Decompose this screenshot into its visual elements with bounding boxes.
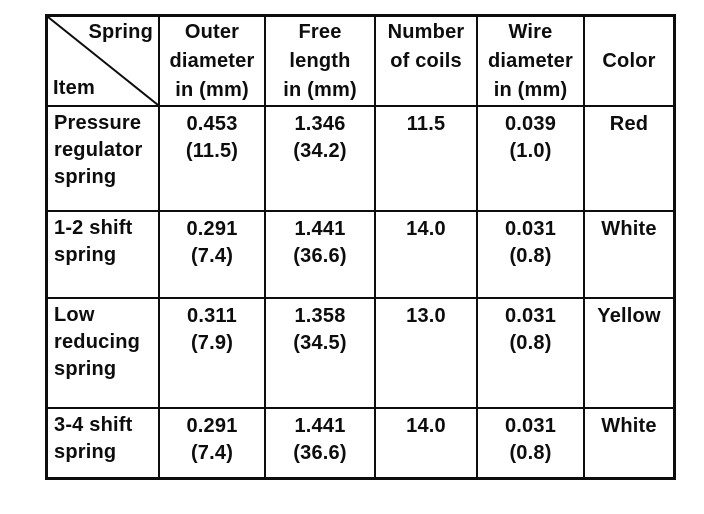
cell-color: Yellow	[585, 299, 673, 409]
cell-free-length: 1.441 (36.6)	[266, 409, 376, 477]
header-cell-wire-diameter: Wire diameter in (mm)	[478, 17, 585, 107]
cell-number-of-coils: 11.5	[376, 107, 478, 212]
cell-item: Pressure regulator spring	[48, 107, 160, 212]
header-cell-outer-diameter: Outer diameter in (mm)	[160, 17, 266, 107]
cell-free-length: 1.346 (34.2)	[266, 107, 376, 212]
cell-number-of-coils: 13.0	[376, 299, 478, 409]
header-label-spring: Spring	[88, 21, 153, 43]
cell-outer-diameter: 0.291 (7.4)	[160, 409, 266, 477]
cell-free-length: 1.441 (36.6)	[266, 212, 376, 299]
cell-wire-diameter: 0.031 (0.8)	[478, 299, 585, 409]
cell-item: Low reducing spring	[48, 299, 160, 409]
cell-outer-diameter: 0.453 (11.5)	[160, 107, 266, 212]
cell-wire-diameter: 0.031 (0.8)	[478, 212, 585, 299]
header-cell-color: Color	[585, 17, 673, 107]
header-cell-number-of-coils: Number of coils	[376, 17, 478, 107]
cell-color: White	[601, 415, 657, 437]
header-label-item: Item	[53, 77, 95, 99]
cell-wire-diameter: 0.031 (0.8)	[478, 409, 585, 477]
header-cell-free-length: Free length in (mm)	[266, 17, 376, 107]
cell-color: Red	[585, 107, 673, 212]
cell-free-length: 1.358 (34.5)	[266, 299, 376, 409]
cell-wire-diameter: 0.039 (1.0)	[478, 107, 585, 212]
cell-number-of-coils: 14.0	[376, 409, 478, 477]
cell-item: 1-2 shift spring	[48, 212, 160, 299]
diagonal-divider-line	[48, 17, 158, 105]
cell-outer-diameter: 0.311 (7.9)	[160, 299, 266, 409]
header-cell-spring-item: Spring Item	[48, 17, 160, 107]
cell-color: White	[585, 212, 673, 299]
cell-number-of-coils: 14.0	[376, 212, 478, 299]
cell-outer-diameter: 0.291 (7.4)	[160, 212, 266, 299]
spring-spec-table: Spring Item Outer diameter in (mm) Free …	[45, 14, 676, 480]
cell-item: 3-4 shift spring	[48, 409, 160, 477]
